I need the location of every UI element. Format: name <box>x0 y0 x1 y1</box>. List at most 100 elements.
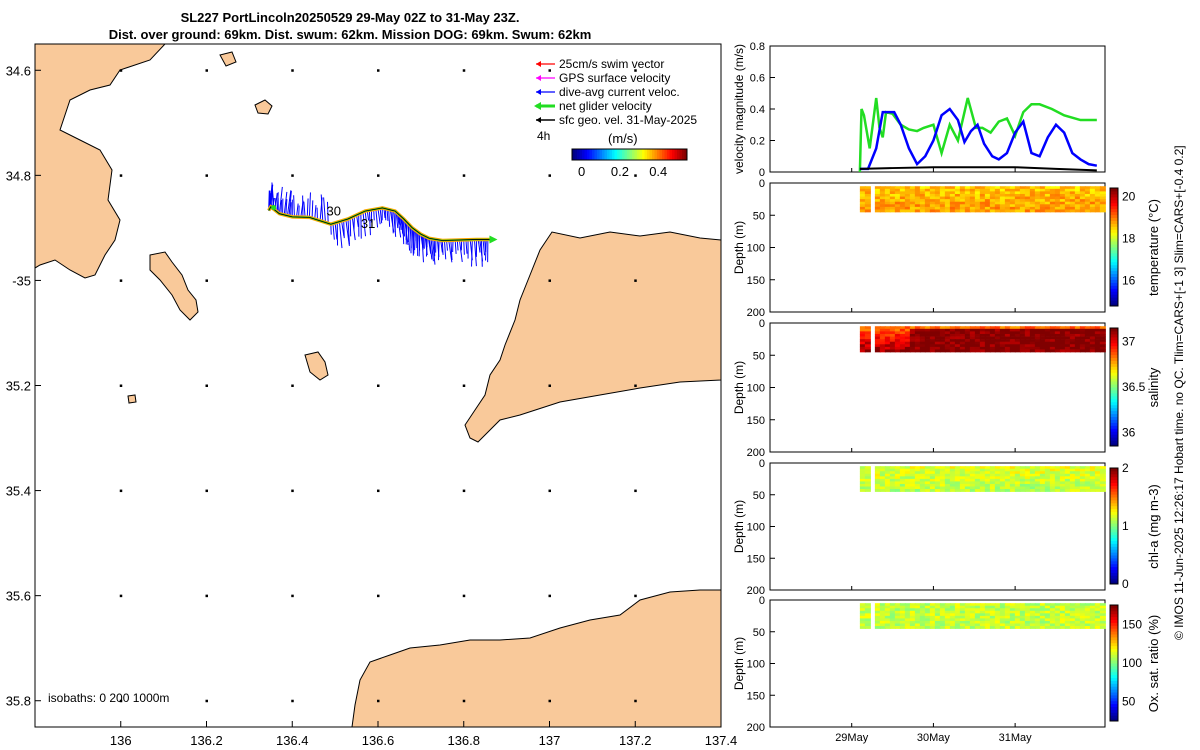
section-cell <box>859 471 866 475</box>
section-cell <box>1039 466 1046 470</box>
current-vector <box>293 195 295 217</box>
section-cell <box>1039 186 1046 190</box>
section-colorbar-cell <box>1110 552 1118 556</box>
section-cell <box>879 471 886 475</box>
section-cell <box>1084 623 1091 627</box>
section-cell <box>934 331 941 335</box>
section-cell <box>874 471 881 475</box>
section-cell <box>949 339 956 343</box>
section-cell <box>864 204 871 208</box>
section-cell <box>874 489 881 492</box>
section-cell <box>1014 349 1021 353</box>
section-colorbar-cell <box>1110 366 1118 370</box>
section-cell <box>969 328 976 332</box>
section-cell <box>1079 623 1086 627</box>
section-cell <box>894 615 901 619</box>
section-cell <box>874 603 881 607</box>
section-cell <box>914 478 921 482</box>
section-cell <box>1059 204 1066 208</box>
section-cell <box>964 193 971 197</box>
section-cell <box>974 199 981 203</box>
section-cell <box>1049 328 1056 332</box>
grid-dot <box>205 699 208 703</box>
section-cell <box>919 328 926 332</box>
section-cell <box>859 341 866 345</box>
section-cell <box>904 344 911 348</box>
section-cell <box>1054 481 1061 485</box>
section-cell <box>919 481 926 485</box>
section-cell <box>1039 346 1046 350</box>
section-cell <box>999 344 1006 348</box>
section-colorbar-tick-label: 20 <box>1122 189 1136 203</box>
section-cell <box>924 188 931 192</box>
section-cell <box>899 333 906 337</box>
section-cell <box>1059 478 1066 482</box>
section-cell <box>884 331 891 335</box>
section-cell <box>1044 209 1051 213</box>
section-cell <box>944 603 951 607</box>
section-cell <box>989 349 996 353</box>
section-cell <box>979 201 986 205</box>
section-cell <box>974 333 981 337</box>
section-cell <box>1089 486 1096 490</box>
section-cell <box>1094 626 1101 629</box>
section-cell <box>1039 204 1046 208</box>
section-cell <box>964 603 971 607</box>
section-cell <box>1039 201 1046 205</box>
section-cell <box>1059 615 1066 619</box>
section-cell <box>964 204 971 208</box>
section-cell <box>904 486 911 490</box>
velocity-ytick-label: 0.6 <box>750 73 765 85</box>
section-cell <box>984 206 991 210</box>
section-cell <box>944 193 951 197</box>
section-cell <box>984 204 991 208</box>
section-cell <box>1089 346 1096 350</box>
colorbar-title: (m/s) <box>608 131 638 146</box>
section-cell <box>999 473 1006 477</box>
section-cell <box>874 613 881 617</box>
section-cell <box>1049 188 1056 192</box>
section-cell <box>1039 209 1046 213</box>
section-cell <box>969 333 976 337</box>
section-cell <box>1039 623 1046 627</box>
section-colorbar-cell <box>1110 508 1118 512</box>
current-vector <box>377 208 381 225</box>
current-vector <box>482 239 486 256</box>
section-cell <box>864 349 871 353</box>
section-colorbar-cell <box>1110 220 1118 224</box>
section-cell <box>1019 349 1026 353</box>
legend-geo-label: sfc geo. vel. 31-May-2025 <box>559 113 697 127</box>
section-cell <box>884 468 891 472</box>
section-cell <box>1064 201 1071 205</box>
section-cell <box>909 201 916 205</box>
section-cell <box>989 486 996 490</box>
section-cell <box>1094 196 1101 200</box>
section-cell <box>979 209 986 213</box>
section-colorbar-cell <box>1110 252 1118 257</box>
section-cell <box>1009 481 1016 485</box>
section-cell <box>879 341 886 345</box>
section-cell <box>999 341 1006 345</box>
section-cell <box>1089 326 1096 330</box>
section-cell <box>1074 344 1081 348</box>
section-cell <box>864 209 871 213</box>
section-cell <box>969 608 976 612</box>
section-cell <box>879 468 886 472</box>
section-cell <box>979 186 986 190</box>
section-cell <box>1034 341 1041 345</box>
section-cell <box>989 188 996 192</box>
section-cell <box>1089 331 1096 335</box>
section-cell <box>1099 204 1106 208</box>
section-cell <box>939 204 946 208</box>
section-cell <box>1054 486 1061 490</box>
section-cell <box>914 613 921 617</box>
grid-dot <box>377 384 380 387</box>
section-cell <box>1044 331 1051 335</box>
section-cell <box>1034 610 1041 614</box>
colorbar-cell <box>679 149 683 160</box>
section-cell <box>1064 331 1071 335</box>
grid-dot <box>291 174 294 177</box>
section-cell <box>919 346 926 350</box>
section-cell <box>949 478 956 482</box>
section-cell <box>1094 603 1101 607</box>
